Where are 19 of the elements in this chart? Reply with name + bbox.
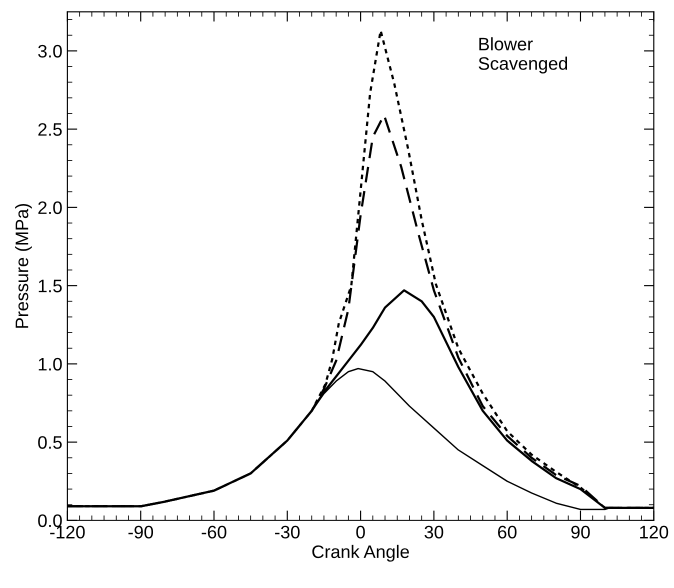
x-tick-label: 0 — [356, 526, 365, 539]
x-tick-label: -120 — [50, 526, 85, 539]
x-tick-label: -90 — [128, 526, 154, 539]
annotation: Blower Scavenged — [478, 37, 568, 74]
y-tick-label: 3.0 — [38, 44, 62, 58]
x-axis-title: Crank Angle — [312, 544, 409, 562]
x-tick-label: 30 — [424, 526, 444, 539]
x-tick-label: -30 — [275, 526, 300, 539]
y-tick-label: 0.0 — [38, 514, 62, 528]
x-tick-label: 120 — [640, 526, 668, 539]
y-axis-title: Pressure (MPa) — [15, 204, 32, 328]
x-tick-label: 90 — [571, 526, 590, 539]
y-tick-label: 2.0 — [38, 201, 62, 214]
x-tick-label: -60 — [202, 526, 226, 539]
y-tick-label: 1.0 — [38, 358, 62, 371]
y-tick-label: 0.5 — [38, 436, 62, 449]
x-tick-label: 60 — [498, 526, 517, 539]
y-tick-label: 2.5 — [38, 123, 62, 136]
y-tick-label: 1.5 — [38, 280, 62, 292]
